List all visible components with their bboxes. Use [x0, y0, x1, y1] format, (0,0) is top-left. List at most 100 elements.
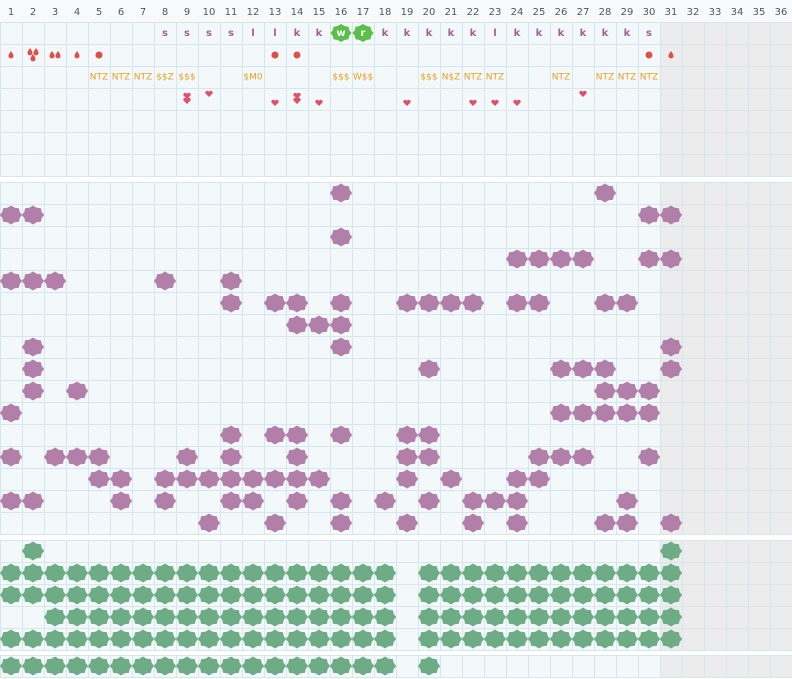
letter: w: [336, 28, 345, 39]
column-number: 33: [709, 7, 722, 18]
heart-icon: [315, 99, 323, 106]
column-number: 22: [467, 7, 480, 18]
column-number: 23: [489, 7, 502, 18]
green-blob: [197, 585, 221, 605]
green-blob: [329, 656, 353, 676]
column-number: 34: [731, 7, 744, 18]
tag: $$$: [178, 73, 195, 83]
column-number: 1: [8, 7, 14, 18]
green-blob: [0, 629, 23, 649]
tag: NTZ: [486, 73, 504, 83]
purple-blob: [395, 293, 419, 313]
green-blob: [373, 656, 397, 676]
purple-blob: [549, 359, 573, 379]
purple-blob: [87, 447, 111, 467]
purple-blob: [329, 227, 353, 247]
purple-blob: [373, 491, 397, 511]
tag: $$$: [332, 73, 349, 83]
purple-blob: [263, 425, 287, 445]
green-blob: [615, 585, 639, 605]
green-blob: [285, 656, 309, 676]
green-blob: [219, 585, 243, 605]
purple-blob: [153, 271, 177, 291]
green-blob: [483, 563, 507, 583]
green-blob: [307, 656, 331, 676]
green-blob: [615, 607, 639, 627]
green-blob: [527, 607, 551, 627]
letter: k: [470, 28, 477, 39]
green-blob: [131, 585, 155, 605]
green-blob: [417, 563, 441, 583]
dot-icon: [293, 51, 301, 59]
purple-blob: [615, 513, 639, 533]
green-blob: [263, 607, 287, 627]
column-number: 19: [401, 7, 414, 18]
green-blob: [153, 607, 177, 627]
purple-blob: [571, 403, 595, 423]
green-blob: [109, 607, 133, 627]
green-blob: [307, 585, 331, 605]
tag: N$Z: [442, 73, 461, 83]
purple-blob: [329, 491, 353, 511]
tag: W$$: [353, 73, 373, 83]
green-blob: [329, 585, 353, 605]
tag: NTZ: [112, 73, 130, 83]
column-number: 32: [687, 7, 700, 18]
green-blob: [659, 541, 683, 561]
column-number: 36: [775, 7, 788, 18]
green-blob: [87, 563, 111, 583]
purple-blob: [571, 447, 595, 467]
column-number: 8: [162, 7, 168, 18]
green-blob: [219, 563, 243, 583]
green-blob: [43, 629, 67, 649]
purple-blob: [329, 337, 353, 357]
purple-blob: [659, 337, 683, 357]
green-blob: [483, 607, 507, 627]
purple-blob: [659, 205, 683, 225]
letter: k: [316, 28, 323, 39]
purple-blob: [615, 491, 639, 511]
green-blob: [21, 585, 45, 605]
green-blob: [307, 629, 331, 649]
green-blob: [153, 563, 177, 583]
purple-blob: [549, 249, 573, 269]
purple-blob: [241, 491, 265, 511]
heart-icon: [271, 99, 279, 106]
column-number: 14: [291, 7, 304, 18]
green-blob: [175, 656, 199, 676]
column-number: 30: [643, 7, 656, 18]
green-blob: [263, 585, 287, 605]
green-blob: [593, 563, 617, 583]
green-blob: [131, 607, 155, 627]
purple-blob: [21, 359, 45, 379]
purple-blob: [285, 425, 309, 445]
drop-icon: [30, 54, 36, 62]
heart-icon: [293, 97, 301, 104]
green-blob: [65, 629, 89, 649]
purple-blob: [197, 469, 221, 489]
green-blob: [0, 656, 23, 676]
letter: s: [184, 28, 190, 39]
purple-blob: [637, 205, 661, 225]
green-blob: [21, 563, 45, 583]
green-blob: [175, 629, 199, 649]
green-blob: [153, 629, 177, 649]
column-number: 29: [621, 7, 634, 18]
green-blob: [439, 585, 463, 605]
heart-icon: [183, 97, 191, 104]
green-blob: [175, 563, 199, 583]
green-blob: [219, 656, 243, 676]
green-blob: [65, 585, 89, 605]
purple-blob: [417, 447, 441, 467]
purple-blob: [593, 359, 617, 379]
green-blob: [439, 607, 463, 627]
column-number: 17: [357, 7, 370, 18]
purple-blob: [153, 469, 177, 489]
green-blob: [351, 585, 375, 605]
green-blob: [351, 563, 375, 583]
letter: k: [382, 28, 389, 39]
purple-blob: [285, 293, 309, 313]
green-blob: [153, 656, 177, 676]
purple-blob: [659, 513, 683, 533]
green-blob: [417, 656, 441, 676]
